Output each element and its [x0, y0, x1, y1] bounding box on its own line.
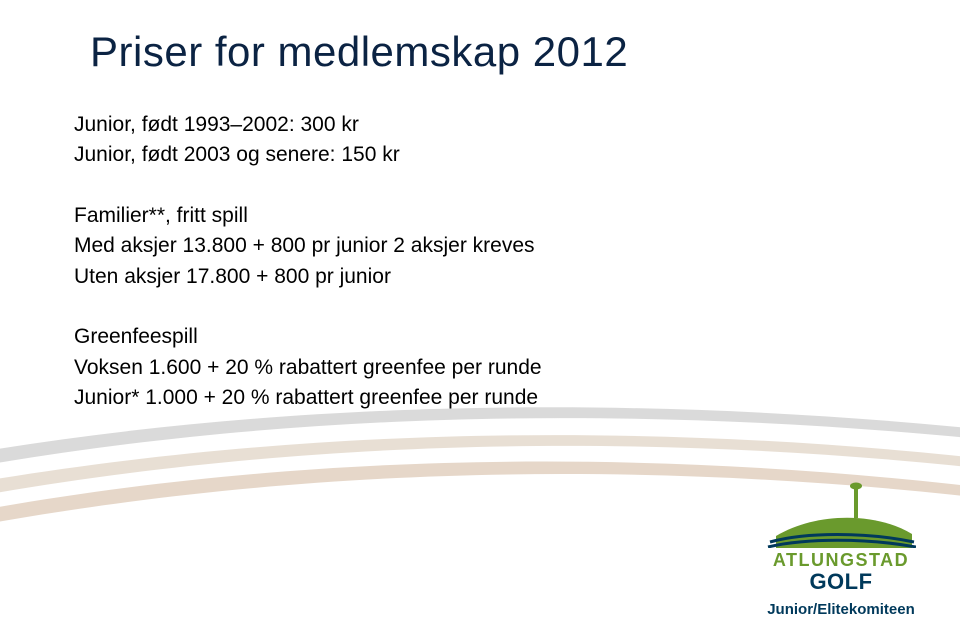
price-line: Greenfeespill — [74, 322, 890, 352]
price-line: Junior* 1.000 + 20 % rabattert greenfee … — [74, 383, 890, 413]
price-line: Med aksjer 13.800 + 800 pr junior 2 aksj… — [74, 231, 890, 261]
price-line: Voksen 1.600 + 20 % rabattert greenfee p… — [74, 353, 890, 383]
price-line: Familier**, fritt spill — [74, 201, 890, 231]
spacer — [74, 292, 890, 322]
body-text: Junior, født 1993–2002: 300 kr Junior, f… — [74, 110, 890, 414]
atlungstad-golf-logo-icon — [766, 482, 916, 548]
logo: ATLUNGSTAD GOLF Junior/Elitekomiteen — [766, 482, 916, 618]
logo-sub: GOLF — [766, 569, 916, 595]
logo-name: ATLUNGSTAD — [766, 550, 916, 571]
page-title: Priser for medlemskap 2012 — [90, 28, 890, 76]
spacer — [74, 171, 890, 201]
price-line: Junior, født 1993–2002: 300 kr — [74, 110, 890, 140]
slide: Priser for medlemskap 2012 Junior, født … — [0, 0, 960, 638]
footer-label: Junior/Elitekomiteen — [766, 601, 916, 618]
price-line: Junior, født 2003 og senere: 150 kr — [74, 140, 890, 170]
price-line: Uten aksjer 17.800 + 800 pr junior — [74, 262, 890, 292]
